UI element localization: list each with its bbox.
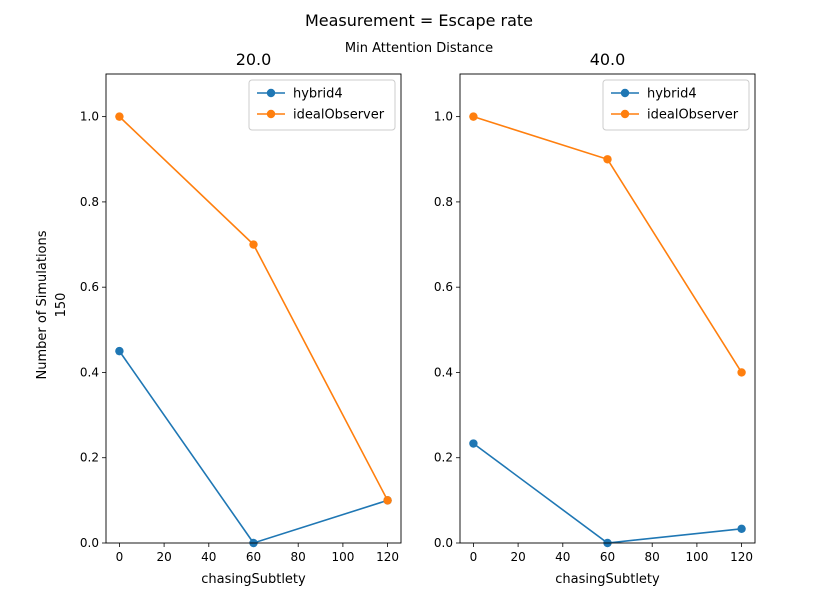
x-tick-label: 120 [376, 550, 399, 564]
y-tick-label: 0.2 [434, 451, 453, 465]
figure-title: Measurement = Escape rate [305, 11, 533, 30]
legend-entry: idealObserver [293, 108, 385, 123]
row-label: Number of Simulations 150 [35, 230, 69, 379]
y-tick-label: 0.4 [434, 365, 453, 379]
y-tick-label: 0.4 [80, 365, 99, 379]
x-tick-label: 40 [555, 550, 570, 564]
legend-frame [248, 79, 396, 131]
x-axis-label: chasingSubtlety [201, 572, 306, 587]
x-tick-label: 120 [730, 550, 753, 564]
x-tick-label: 80 [645, 550, 660, 564]
legend-entry: idealObserver [647, 108, 739, 123]
series-line-hybrid4 [472, 442, 742, 544]
axes-frame [459, 73, 756, 544]
subplot-title: 20.0 [236, 50, 272, 69]
axes-frame [105, 73, 402, 544]
panels: 20.0 0 20 40 60 80 100 120 0.0 0.2 0.4 0.6 0.8 1.0 cha… [80, 50, 756, 587]
y-tick-label: 0.6 [80, 280, 99, 294]
x-tick-label: 20 [156, 550, 171, 564]
x-tick-label: 0 [116, 550, 124, 564]
legend-swatch-marker [620, 88, 630, 98]
x-tick-label: 40 [201, 550, 216, 564]
data-point-idealObserver [115, 112, 124, 121]
subplot-1: 20.0 0 20 40 60 80 100 120 0.0 0.2 0.4 0.6 0.8 1.0 cha… [80, 50, 402, 587]
x-tick-label: 60 [246, 550, 261, 564]
data-point-hybrid4 [115, 346, 124, 356]
data-point-idealObserver [383, 496, 392, 505]
data-point-idealObserver [249, 240, 258, 249]
data-point-idealObserver [603, 155, 612, 164]
y-tick-label: 0.8 [434, 195, 453, 209]
y-tick-label: 0.8 [80, 195, 99, 209]
x-axis-label: chasingSubtlety [555, 572, 660, 587]
legend-swatch-marker [266, 88, 276, 98]
x-tick-label: 60 [600, 550, 615, 564]
subplot-title: 40.0 [590, 50, 626, 69]
data-point-hybrid4 [737, 524, 746, 534]
series-line-hybrid4 [118, 350, 388, 544]
legend-swatch-marker [266, 109, 276, 119]
x-tick-label: 20 [510, 550, 525, 564]
y-tick-label: 0.6 [434, 280, 453, 294]
data-point-hybrid4 [469, 439, 478, 448]
y-tick-label: 0.0 [434, 536, 453, 550]
legend: hybrid4 idealObserver [248, 79, 396, 131]
figure-subtitle: Min Attention Distance [345, 41, 493, 56]
legend-frame [602, 79, 750, 131]
data-point-idealObserver [469, 112, 478, 121]
x-tick-label: 80 [291, 550, 306, 564]
series-line-idealObserver [473, 115, 743, 373]
y-tick-label: 1.0 [80, 110, 99, 124]
x-tick-label: 100 [331, 550, 354, 564]
row-label-line1: Number of Simulations [35, 230, 50, 379]
y-tick-label: 0.2 [80, 451, 99, 465]
y-tick-label: 0.0 [80, 536, 99, 550]
legend-entry: hybrid4 [293, 87, 343, 102]
legend-swatch-marker [620, 109, 630, 119]
data-point-idealObserver [737, 368, 746, 377]
series-line-idealObserver [118, 116, 389, 501]
legend: hybrid4 idealObserver [602, 79, 750, 131]
x-tick-label: 100 [685, 550, 708, 564]
subplot-2: 40.0 0 20 40 60 80 100 120 0.0 0.2 0.4 0.6 0.8 1.0 cha… [434, 50, 756, 587]
legend-entry: hybrid4 [647, 87, 697, 102]
y-tick-label: 1.0 [434, 110, 453, 124]
x-tick-label: 0 [470, 550, 478, 564]
row-label-line2: 150 [54, 293, 69, 318]
